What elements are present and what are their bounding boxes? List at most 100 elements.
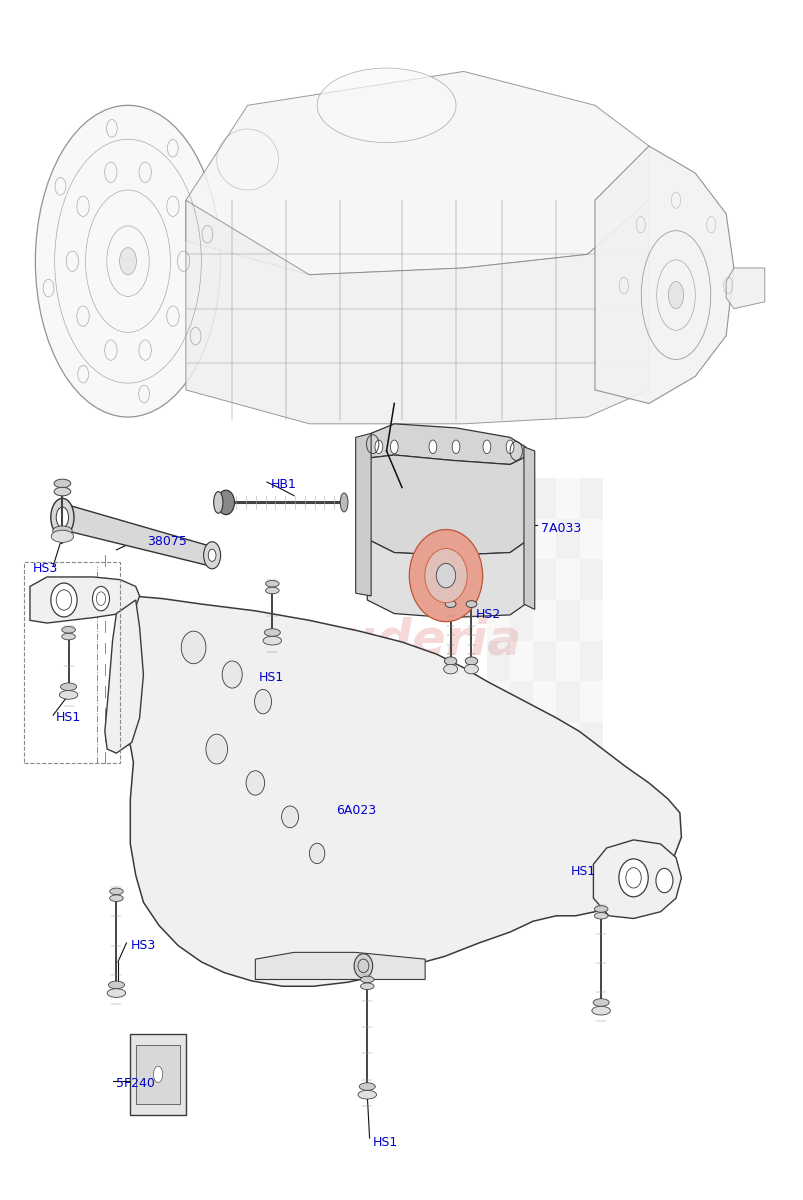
Bar <box>556 600 579 641</box>
Polygon shape <box>185 72 648 275</box>
Bar <box>24 562 120 763</box>
Text: 38075: 38075 <box>147 535 187 548</box>
Bar <box>532 682 556 722</box>
Ellipse shape <box>618 859 647 896</box>
Ellipse shape <box>265 587 279 594</box>
Bar <box>532 518 556 559</box>
Ellipse shape <box>443 665 457 674</box>
Ellipse shape <box>92 587 109 611</box>
Text: HB1: HB1 <box>271 479 296 491</box>
Text: HS3: HS3 <box>130 940 155 952</box>
Ellipse shape <box>108 982 124 989</box>
Ellipse shape <box>263 636 281 644</box>
Text: HS3: HS3 <box>33 563 59 575</box>
Ellipse shape <box>445 601 455 607</box>
Ellipse shape <box>265 581 279 587</box>
Circle shape <box>483 440 490 454</box>
Text: HS1: HS1 <box>259 671 284 684</box>
Ellipse shape <box>51 583 77 617</box>
Ellipse shape <box>218 491 234 515</box>
Ellipse shape <box>222 661 242 688</box>
Bar <box>509 559 532 600</box>
Text: 6A023: 6A023 <box>336 804 376 816</box>
Ellipse shape <box>62 626 75 634</box>
Circle shape <box>429 440 436 454</box>
Circle shape <box>506 440 513 454</box>
Polygon shape <box>367 444 525 556</box>
Ellipse shape <box>54 479 71 487</box>
Ellipse shape <box>109 888 123 895</box>
Polygon shape <box>594 146 733 403</box>
Ellipse shape <box>359 1082 375 1091</box>
Polygon shape <box>725 268 764 308</box>
Ellipse shape <box>340 493 348 512</box>
Ellipse shape <box>360 983 373 990</box>
Ellipse shape <box>107 989 125 997</box>
Bar <box>556 722 579 763</box>
Bar <box>509 478 532 518</box>
Ellipse shape <box>444 656 456 665</box>
Ellipse shape <box>53 526 72 535</box>
Bar <box>487 722 509 763</box>
Text: HS1: HS1 <box>569 864 595 877</box>
Text: HS2: HS2 <box>475 608 500 622</box>
Bar <box>509 600 532 641</box>
Bar <box>130 1033 185 1115</box>
Ellipse shape <box>281 806 298 828</box>
Bar <box>579 600 602 641</box>
Bar <box>532 722 556 763</box>
Ellipse shape <box>51 498 74 536</box>
Bar <box>487 600 509 641</box>
Bar <box>487 682 509 722</box>
Ellipse shape <box>436 564 455 588</box>
Ellipse shape <box>203 541 220 569</box>
Polygon shape <box>107 596 681 986</box>
Polygon shape <box>367 539 525 618</box>
Ellipse shape <box>655 869 672 893</box>
Ellipse shape <box>51 530 73 542</box>
Ellipse shape <box>357 1091 376 1099</box>
Polygon shape <box>593 840 681 918</box>
Bar <box>532 600 556 641</box>
Text: HS1: HS1 <box>56 712 81 725</box>
Ellipse shape <box>464 665 478 674</box>
Bar <box>509 722 532 763</box>
Polygon shape <box>185 200 648 424</box>
Ellipse shape <box>316 68 455 143</box>
Bar <box>487 478 509 518</box>
Polygon shape <box>56 505 215 566</box>
Ellipse shape <box>424 548 467 602</box>
Ellipse shape <box>208 550 216 562</box>
Bar <box>579 641 602 682</box>
Polygon shape <box>104 600 143 754</box>
Bar <box>509 641 532 682</box>
Text: c a r   p a r t s: c a r p a r t s <box>306 701 482 725</box>
Bar <box>487 641 509 682</box>
Polygon shape <box>255 953 425 979</box>
Ellipse shape <box>181 631 206 664</box>
Bar <box>137 1044 180 1104</box>
Ellipse shape <box>54 487 71 496</box>
Bar <box>532 478 556 518</box>
Ellipse shape <box>60 683 76 690</box>
Bar <box>487 559 509 600</box>
Polygon shape <box>30 577 140 623</box>
Circle shape <box>451 440 459 454</box>
Bar <box>579 478 602 518</box>
Bar <box>556 478 579 518</box>
Bar <box>509 682 532 722</box>
Bar <box>532 559 556 600</box>
Polygon shape <box>524 446 534 610</box>
Ellipse shape <box>59 690 78 700</box>
Bar <box>556 682 579 722</box>
Ellipse shape <box>264 629 280 636</box>
Text: scuderia: scuderia <box>282 617 521 665</box>
Ellipse shape <box>353 954 373 978</box>
Bar <box>579 518 602 559</box>
Ellipse shape <box>593 906 607 912</box>
Ellipse shape <box>246 770 264 796</box>
Ellipse shape <box>409 529 482 622</box>
Bar <box>556 518 579 559</box>
Ellipse shape <box>109 895 123 901</box>
Bar <box>579 682 602 722</box>
